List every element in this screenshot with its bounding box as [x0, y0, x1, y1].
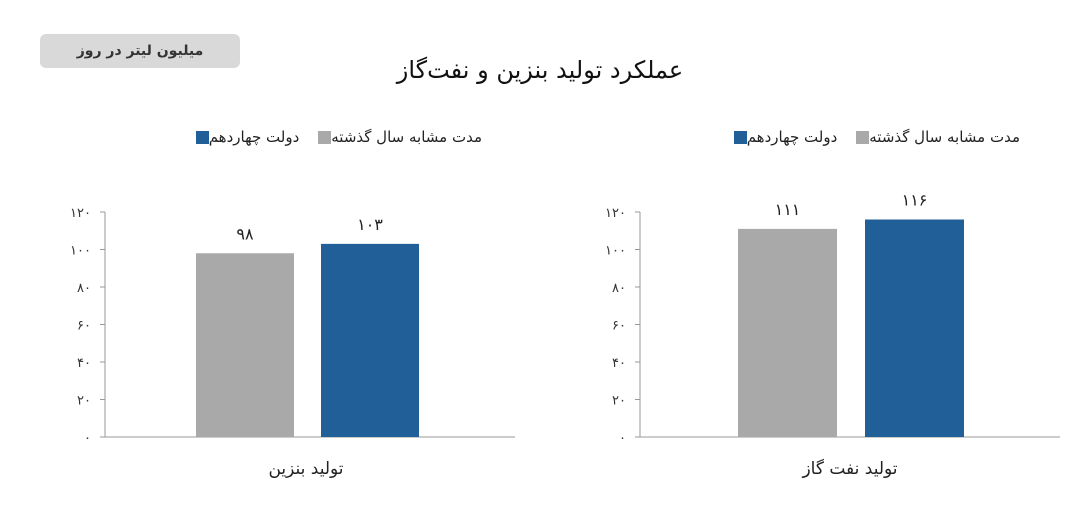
- legend-label-current: دولت چهاردهم: [746, 128, 838, 146]
- y-tick-label: ۸۰: [77, 281, 91, 296]
- y-tick-label: ۶۰: [77, 319, 91, 334]
- y-tick-label: ۴۰: [77, 356, 91, 371]
- y-tick-label: ۱۲۰: [605, 206, 626, 221]
- bar-current: [321, 243, 419, 437]
- data-label: ۹۸: [236, 224, 254, 243]
- unit-label: میلیون لیتر در روز: [76, 43, 204, 59]
- y-tick-label: ۲۰: [77, 394, 91, 409]
- legend-swatch-current: [733, 130, 747, 144]
- legend-item-current: دولت چهاردهم: [729, 128, 838, 146]
- bar-previous: [196, 253, 294, 437]
- legend-item-previous: مدت مشابه سال گذشته: [313, 128, 482, 146]
- y-tick-label: ۰: [619, 431, 626, 446]
- bar-previous: [738, 228, 837, 437]
- x-axis-label-gasoline: تولید بنزین: [268, 459, 343, 479]
- legend-item-previous: مدت مشابه سال گذشته: [851, 128, 1020, 146]
- legend-label-current: دولت چهاردهم: [208, 128, 300, 146]
- legend-swatch-current: [195, 130, 209, 144]
- y-tick-label: ۸۰: [612, 281, 626, 296]
- unit-badge: میلیون لیتر در روز: [40, 34, 240, 68]
- legend-label-previous: مدت مشابه سال گذشته: [869, 128, 1020, 146]
- legend-label-previous: مدت مشابه سال گذشته: [331, 128, 482, 146]
- data-label: ۱۰۳: [357, 215, 383, 234]
- legend-swatch-previous: [856, 130, 870, 144]
- legend-gasoline: دولت چهاردهم مدت مشابه سال گذشته: [177, 128, 482, 146]
- x-axis-label-gasoil: تولید نفت گاز: [801, 458, 897, 479]
- y-tick-label: ۱۰۰: [70, 244, 91, 259]
- legend-gasoil: دولت چهاردهم مدت مشابه سال گذشته: [715, 128, 1020, 146]
- legend-item-current: دولت چهاردهم: [191, 128, 300, 146]
- y-tick-label: ۴۰: [612, 356, 626, 371]
- y-tick-label: ۰: [84, 431, 91, 446]
- bar-current: [865, 219, 964, 437]
- data-label: ۱۱۱: [775, 200, 801, 219]
- data-label: ۱۱۶: [902, 191, 928, 210]
- y-tick-label: ۲۰: [612, 394, 626, 409]
- y-tick-label: ۱۲۰: [70, 206, 91, 221]
- y-tick-label: ۱۰۰: [605, 244, 626, 259]
- page-title: عملکرد تولید بنزین و نفت‌گاز: [396, 56, 684, 84]
- legend-swatch-previous: [318, 130, 332, 144]
- y-tick-label: ۶۰: [612, 319, 626, 334]
